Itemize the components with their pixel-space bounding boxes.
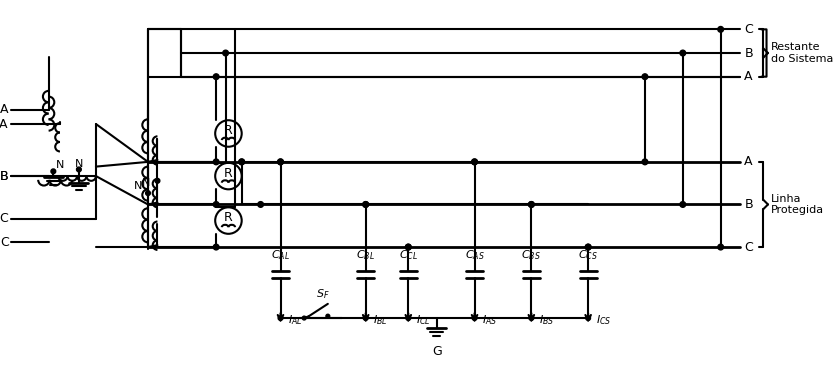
Text: A: A: [744, 70, 753, 83]
Text: $I_{AL}$: $I_{AL}$: [288, 313, 302, 327]
Circle shape: [406, 244, 411, 250]
Circle shape: [223, 50, 229, 56]
Text: C: C: [744, 23, 753, 36]
Circle shape: [586, 316, 590, 321]
Text: $C_{CL}$: $C_{CL}$: [399, 248, 418, 262]
Text: A: A: [0, 103, 9, 116]
Text: $C_{BL}$: $C_{BL}$: [357, 248, 375, 262]
Text: $C_{CS}$: $C_{CS}$: [578, 248, 598, 262]
Text: $I_{CL}$: $I_{CL}$: [416, 313, 431, 327]
Text: N: N: [134, 181, 143, 191]
Circle shape: [680, 50, 686, 56]
Circle shape: [363, 316, 368, 321]
Circle shape: [718, 27, 723, 32]
Circle shape: [258, 202, 264, 207]
Circle shape: [326, 314, 330, 318]
Circle shape: [278, 159, 283, 165]
Circle shape: [145, 191, 150, 195]
Text: N: N: [56, 160, 64, 170]
Circle shape: [51, 169, 56, 174]
Circle shape: [213, 202, 219, 207]
Circle shape: [472, 316, 477, 321]
Circle shape: [363, 202, 368, 207]
Text: $I_{BL}$: $I_{BL}$: [373, 313, 387, 327]
Text: $I_{AS}$: $I_{AS}$: [482, 313, 498, 327]
Text: R: R: [224, 124, 233, 137]
Circle shape: [529, 316, 534, 321]
Text: N: N: [141, 178, 150, 188]
Circle shape: [239, 159, 245, 165]
Circle shape: [585, 244, 591, 250]
Text: B: B: [0, 170, 8, 183]
Circle shape: [680, 202, 686, 207]
Text: R: R: [224, 167, 233, 180]
Text: A: A: [744, 155, 753, 168]
Text: $C_{AS}$: $C_{AS}$: [464, 248, 484, 262]
Text: Restante
do Sistema: Restante do Sistema: [771, 42, 833, 64]
Text: C: C: [744, 241, 753, 254]
Circle shape: [213, 74, 219, 80]
Text: G: G: [432, 344, 442, 358]
Circle shape: [363, 202, 368, 207]
Circle shape: [529, 202, 534, 207]
Circle shape: [406, 316, 411, 321]
Circle shape: [642, 74, 648, 80]
Circle shape: [239, 159, 245, 165]
Text: C: C: [0, 212, 8, 225]
Circle shape: [155, 179, 159, 183]
Text: $C_{AL}$: $C_{AL}$: [271, 248, 290, 262]
Circle shape: [213, 244, 219, 250]
Circle shape: [302, 316, 306, 320]
Text: B: B: [744, 198, 753, 211]
Text: R: R: [224, 211, 233, 224]
Circle shape: [77, 167, 81, 172]
Text: $I_{CS}$: $I_{CS}$: [595, 313, 611, 327]
Text: $S_F$: $S_F$: [316, 287, 330, 301]
Circle shape: [472, 159, 478, 165]
Text: B: B: [744, 46, 753, 60]
Circle shape: [585, 244, 591, 250]
Text: N: N: [74, 159, 83, 169]
Circle shape: [406, 244, 411, 250]
Text: B: B: [0, 170, 9, 183]
Circle shape: [278, 316, 283, 321]
Circle shape: [278, 159, 283, 165]
Text: A: A: [0, 117, 8, 131]
Circle shape: [642, 159, 648, 165]
Circle shape: [718, 244, 723, 250]
Text: $C_{BS}$: $C_{BS}$: [521, 248, 541, 262]
Circle shape: [472, 159, 478, 165]
Text: $I_{BS}$: $I_{BS}$: [539, 313, 554, 327]
Circle shape: [213, 159, 219, 165]
Text: C: C: [0, 236, 9, 249]
Text: Linha
Protegida: Linha Protegida: [771, 194, 824, 215]
Circle shape: [529, 202, 534, 207]
